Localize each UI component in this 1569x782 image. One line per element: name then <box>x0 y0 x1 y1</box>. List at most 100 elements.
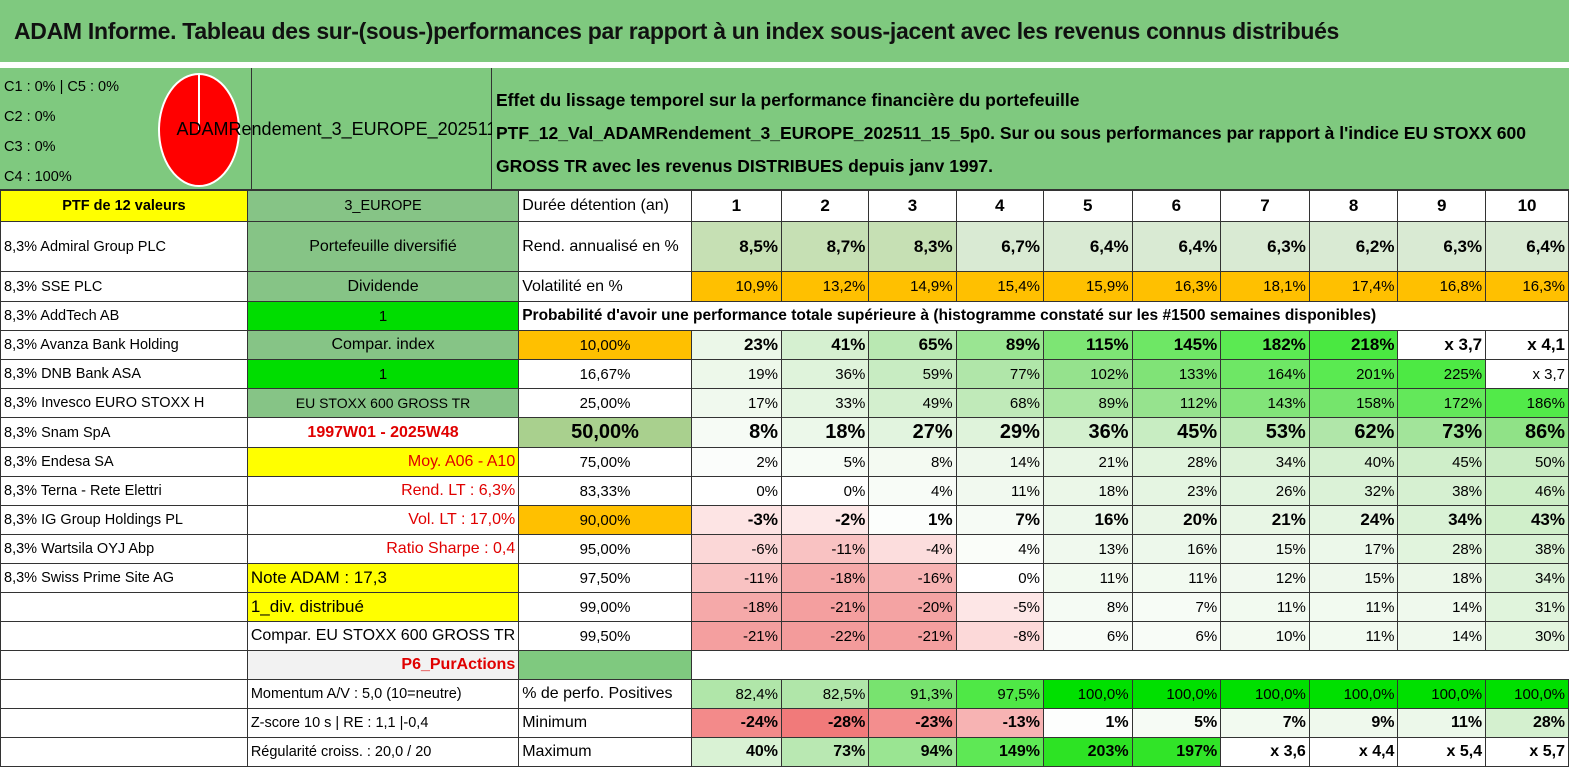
year-header: 6 <box>1131 190 1222 222</box>
min-value: -28% <box>780 708 870 738</box>
rend-value: 6,2% <box>1308 221 1399 272</box>
holding-row: 8,3% Avanza Bank Holding <box>0 330 248 360</box>
proba-value: 15% <box>1220 534 1310 564</box>
compar-eu-cell: Compar. EU STOXX 600 GROSS TR <box>246 621 520 651</box>
proba-value: 10% <box>1220 621 1310 651</box>
proba-value: 17% <box>1308 534 1399 564</box>
proba-value: 112% <box>1131 388 1222 418</box>
vol-label: Volatilité en % <box>518 271 692 302</box>
proba-value: 11% <box>955 476 1044 506</box>
proba-threshold: 50,00% <box>518 417 692 448</box>
proba-value: 225% <box>1397 359 1487 389</box>
proba-value: 11% <box>1220 592 1310 622</box>
proba-value: 30% <box>1485 621 1569 651</box>
proba-value: 34% <box>1397 505 1487 535</box>
pos-value: 100,0% <box>1485 679 1569 709</box>
max-value: x 4,4 <box>1308 737 1399 767</box>
pos-label: % de perfo. Positives <box>518 679 692 709</box>
region-cell: 3_EUROPE <box>246 190 520 222</box>
proba-value: 49% <box>868 388 957 418</box>
table-row: 8,3% Swiss Prime Site AG Note ADAM : 17,3… <box>0 563 1569 593</box>
proba-value: 45% <box>1131 417 1222 448</box>
proba-value: 18% <box>1042 476 1133 506</box>
rend-value: 6,3% <box>1397 221 1487 272</box>
proba-value: 38% <box>1485 534 1569 564</box>
proba-value: 8% <box>1042 592 1133 622</box>
max-value: 94% <box>868 737 957 767</box>
table-row: 8,3% Terna - Rete Elettri Rend. LT : 6,3%… <box>0 476 1569 506</box>
proba-value: 11% <box>1042 563 1133 593</box>
table-row: Régularité croiss. : 20,0 / 20 Maximum 40%… <box>0 737 1569 767</box>
proba-value: 21% <box>1220 505 1310 535</box>
proba-value: 27% <box>868 417 957 448</box>
table-row: 8,3% Endesa SA Moy. A06 - A10 75,00% 2% 5% 8%… <box>0 447 1569 477</box>
table-row: 8,3% Snam SpA 1997W01 - 2025W48 50,00% 8% 18… <box>0 417 1569 448</box>
year-header: 8 <box>1308 190 1399 222</box>
proba-value: 29% <box>955 417 1044 448</box>
proba-value: 164% <box>1220 359 1310 389</box>
ptf-header: PTF de 12 valeurs <box>0 190 248 222</box>
empty-cell <box>0 708 248 738</box>
holding-row <box>0 592 248 622</box>
year-header: 5 <box>1042 190 1133 222</box>
blank-area <box>691 651 1568 680</box>
proba-value: -18% <box>780 563 870 593</box>
proba-value: 24% <box>1308 505 1399 535</box>
vol-value: 14,9% <box>868 271 957 302</box>
duration-label: Durée détention (an) <box>518 190 692 222</box>
table-row: 8,3% Wartsila OYJ Abp Ratio Sharpe : 0,4 9… <box>0 534 1569 564</box>
holding-row: 8,3% Endesa SA <box>0 447 248 477</box>
dividend-cell: Dividende <box>246 271 520 302</box>
vol-value: 10,9% <box>690 271 783 302</box>
proba-value: 20% <box>1131 505 1222 535</box>
table-row: 8,3% IG Group Holdings PL Vol. LT : 17,0%… <box>0 505 1569 535</box>
legend-c4: C4 : 100% <box>4 169 72 185</box>
holding-row: 8,3% Terna - Rete Elettri <box>0 476 248 506</box>
proba-value: 36% <box>1042 417 1133 448</box>
proba-value: 102% <box>1042 359 1133 389</box>
index-name-cell: EU STOXX 600 GROSS TR <box>246 388 520 418</box>
proba-value: -21% <box>868 621 957 651</box>
max-value: x 5,4 <box>1397 737 1487 767</box>
proba-value: 19% <box>690 359 783 389</box>
min-value: 28% <box>1485 708 1569 738</box>
pos-value: 82,5% <box>780 679 870 709</box>
proba-value: 15% <box>1308 563 1399 593</box>
year-header: 9 <box>1397 190 1487 222</box>
rend-value: 6,4% <box>1131 221 1222 272</box>
proba-value: -5% <box>955 592 1044 622</box>
legend-c1-c5: C1 : 0% | C5 : 0% <box>4 79 119 95</box>
proba-value: 50% <box>1485 447 1569 477</box>
zscore-cell: Z-score 10 s | RE : 1,1 |-0,4 <box>246 708 520 738</box>
table-row: 8,3% DNB Bank ASA 1 16,67% 19% 36% 59% 77% 102%… <box>0 359 1569 389</box>
proba-value: -8% <box>955 621 1044 651</box>
empty-cell <box>0 737 248 767</box>
proba-value: -20% <box>868 592 957 622</box>
proba-value: 6% <box>1042 621 1133 651</box>
proba-value: 65% <box>868 330 957 360</box>
regularite-cell: Régularité croiss. : 20,0 / 20 <box>246 737 520 767</box>
year-header: 1 <box>690 190 783 222</box>
proba-value: 218% <box>1308 330 1399 360</box>
proba-value: 13% <box>1042 534 1133 564</box>
min-value: 7% <box>1220 708 1310 738</box>
rend-label: Rend. annualisé en % <box>518 221 692 272</box>
proba-value: 34% <box>1220 447 1310 477</box>
proba-value: -16% <box>868 563 957 593</box>
proba-value: 36% <box>780 359 870 389</box>
proba-value: 0% <box>780 476 870 506</box>
proba-value: 89% <box>955 330 1044 360</box>
proba-value: 23% <box>1131 476 1222 506</box>
proba-threshold: 16,67% <box>518 359 692 389</box>
allocation-pie-chart <box>158 73 240 187</box>
proba-value: 133% <box>1131 359 1222 389</box>
flag-cell: 1 <box>246 301 520 331</box>
proba-value: 16% <box>1131 534 1222 564</box>
proba-threshold: 97,50% <box>518 563 692 593</box>
proba-value: 115% <box>1042 330 1133 360</box>
proba-value: 11% <box>1131 563 1222 593</box>
vol-value: 16,8% <box>1397 271 1487 302</box>
proba-value: 6% <box>1131 621 1222 651</box>
max-value: x 5,7 <box>1485 737 1569 767</box>
proba-value: 11% <box>1308 592 1399 622</box>
